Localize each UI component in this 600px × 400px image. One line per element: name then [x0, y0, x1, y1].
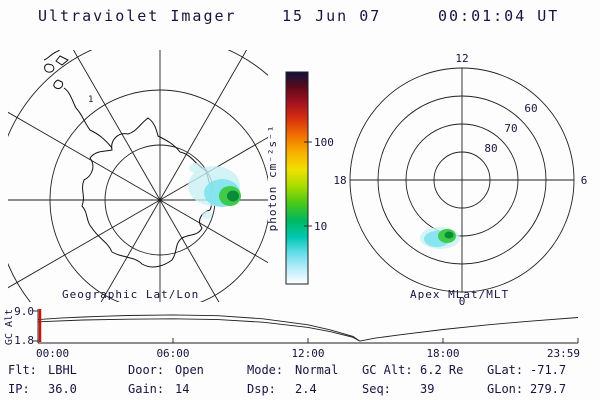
colorbar: 100 10 photon cm⁻²s⁻¹	[266, 71, 334, 285]
mlt-panel-title: Apex MLat/MLT	[410, 288, 509, 301]
gc-alt-trace-lower	[37, 318, 361, 342]
seq-label: Seq:	[362, 382, 391, 396]
gain-value: 14	[175, 382, 189, 396]
mlt-label-18: 18	[333, 174, 346, 187]
xtick-0000: 00:00	[36, 347, 69, 360]
xtick-1200: 12:00	[291, 347, 324, 360]
colorbar-tick-10: 10	[314, 220, 327, 233]
colorbar-tick-100: 100	[314, 136, 334, 149]
app-title: Ultraviolet Imager	[38, 7, 237, 25]
aurora-blob-geo	[188, 163, 241, 219]
gc-alt-trace-return	[359, 317, 579, 342]
mode-value: Normal	[295, 363, 338, 377]
flt-value: LBHL	[48, 363, 77, 377]
ytick-1-8: 1.8	[14, 334, 34, 347]
gcalt-label: GC Alt:	[362, 363, 413, 377]
colorbar-gradient	[285, 71, 309, 285]
mlt-label-0: 0	[459, 295, 466, 308]
seq-value: 39	[420, 382, 434, 396]
coastline	[43, 50, 213, 268]
mlat-label-60: 60	[524, 102, 537, 115]
dsp-value: 2.4	[295, 382, 317, 396]
gc-alt-plot: GC Alt 9.0 1.8 00:00 06:00 12:00 18:00 2…	[4, 305, 580, 360]
mlt-polar-panel: 12 18 6 0 60 70 80	[333, 52, 587, 308]
mode-label: Mode:	[247, 363, 283, 377]
xtick-2359: 23:59	[547, 347, 580, 360]
glat-label: GLat:	[487, 363, 523, 377]
date-display: 15 Jun 07	[282, 7, 381, 25]
mlt-label-6: 6	[581, 174, 588, 187]
door-label: Door:	[128, 363, 164, 377]
time-display: 00:01:04 UT	[438, 7, 559, 25]
gc-alt-trace-upper	[37, 314, 361, 342]
ip-label: IP:	[8, 382, 30, 396]
mlat-label-70: 70	[504, 122, 517, 135]
xtick-1800: 18:00	[426, 347, 459, 360]
gain-label: Gain:	[128, 382, 164, 396]
geographic-map-panel: 1	[8, 50, 268, 302]
aurora-blob-mlt	[420, 227, 460, 249]
mlat-label-80: 80	[484, 142, 497, 155]
xtick-0600: 06:00	[156, 347, 189, 360]
glon-value: 279.7	[530, 382, 566, 396]
ytick-9: 9.0	[14, 305, 34, 318]
mlt-label-12: 12	[455, 52, 468, 65]
door-value: Open	[175, 363, 204, 377]
dsp-label: Dsp:	[247, 382, 276, 396]
status-bar: Flt: LBHL Door: Open Mode: Normal GC Alt…	[8, 363, 566, 396]
geo-panel-title: Geographic Lat/Lon	[62, 288, 199, 301]
glon-label: GLon:	[487, 382, 523, 396]
map-grid-label: 1	[88, 95, 93, 105]
glat-value: -71.7	[530, 363, 566, 377]
gc-alt-axis-label: GC Alt	[4, 309, 15, 345]
gcalt-value: 6.2 Re	[420, 363, 463, 377]
flt-label: Flt:	[8, 363, 37, 377]
colorbar-units-label: photon cm⁻²s⁻¹	[266, 125, 279, 232]
ip-value: 36.0	[48, 382, 77, 396]
